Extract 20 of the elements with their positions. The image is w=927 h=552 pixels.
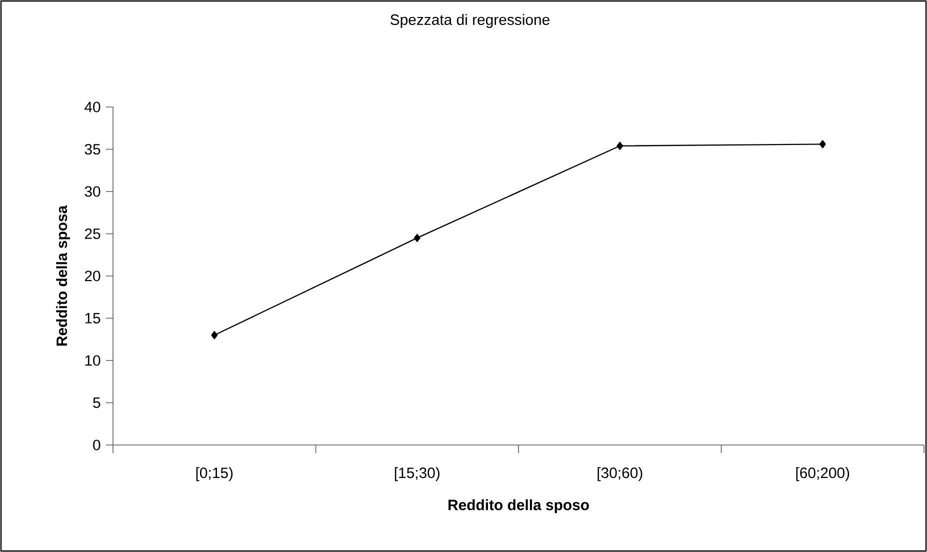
x-tick-label: [30;60) — [598, 467, 642, 482]
point — [211, 331, 218, 340]
point — [616, 142, 624, 150]
y-tick-label: 35 — [84, 144, 100, 155]
y-tick-label: 40 — [84, 102, 100, 112]
y-tick-label: 0 — [93, 440, 100, 450]
x-axis-title: Reddito della sposo — [448, 499, 589, 514]
y-tick-label: 10 — [85, 355, 100, 366]
y-tick-label: 20 — [84, 270, 100, 282]
y-tick-label: 25 — [84, 228, 100, 240]
y-tick-label: 5 — [93, 398, 100, 408]
y-axis-title: Reddito della sposa — [56, 205, 70, 346]
x-tick-label: [15;30) — [394, 467, 440, 482]
chart-title: Spezzata di regressione — [390, 14, 550, 28]
point — [414, 234, 420, 242]
x-tick-label: [0;15) — [196, 467, 233, 482]
x-tick-label: [60;200) — [796, 467, 850, 482]
point — [819, 140, 826, 148]
y-tick-label: 30 — [84, 186, 100, 197]
y-tick-label: 15 — [85, 313, 100, 324]
